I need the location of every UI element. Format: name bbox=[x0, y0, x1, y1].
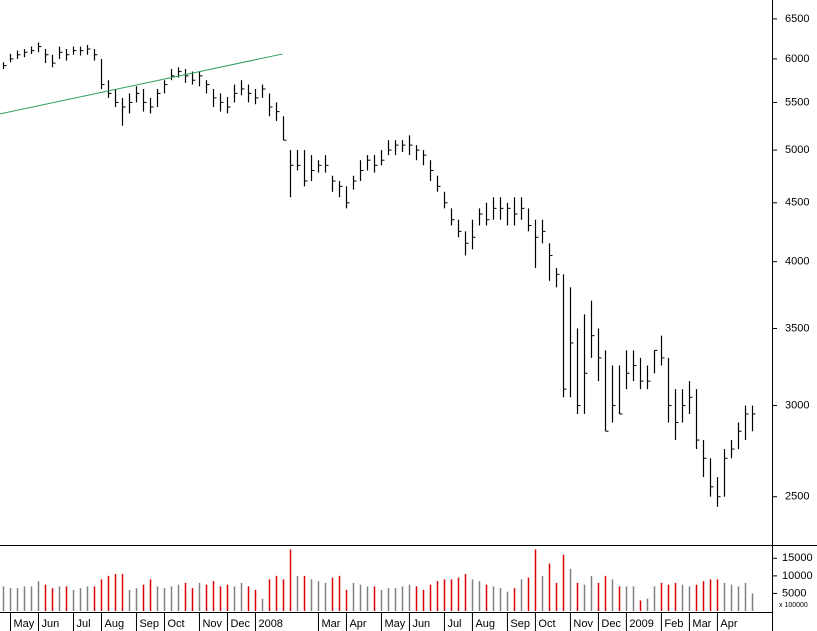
x-tick-label: Dec bbox=[230, 618, 250, 630]
y-tick-label: 3500 bbox=[785, 322, 809, 334]
y-tick-label: 5000 bbox=[785, 144, 809, 156]
y-tick-label: 6000 bbox=[785, 53, 809, 65]
x-tick-label: Nov bbox=[573, 618, 593, 630]
trend-line bbox=[0, 53, 283, 115]
x-tick-label: May bbox=[384, 618, 405, 630]
x-tick-label: Sep bbox=[510, 618, 530, 630]
x-tick-label: Jun bbox=[412, 618, 430, 630]
x-tick-label: Oct bbox=[538, 618, 555, 630]
x-tick-label: Oct bbox=[167, 618, 184, 630]
x-tick-label: Aug bbox=[475, 618, 495, 630]
x-tick-label: Apr bbox=[349, 618, 366, 630]
x-tick-label: 2009 bbox=[629, 618, 653, 630]
x-tick-label: Jul bbox=[447, 618, 461, 630]
x-tick-label: Nov bbox=[202, 618, 222, 630]
y-tick-label: 5500 bbox=[785, 96, 809, 108]
y-tick-label: 4500 bbox=[785, 197, 809, 209]
volume-unit: x 100000 bbox=[779, 602, 808, 609]
x-tick-label: Jun bbox=[41, 618, 59, 630]
x-tick-label: Dec bbox=[601, 618, 621, 630]
x-tick-label: Feb bbox=[664, 618, 683, 630]
volume-tick-label: 5000 bbox=[782, 587, 806, 599]
x-tick-label: Apr bbox=[720, 618, 737, 630]
y-tick-label: 2500 bbox=[785, 491, 809, 503]
x-tick-label: May bbox=[13, 618, 34, 630]
volume-tick-label: 15000 bbox=[782, 552, 813, 564]
x-tick-label: 2008 bbox=[258, 618, 282, 630]
x-tick-label: Jul bbox=[76, 618, 90, 630]
x-tick-label: Mar bbox=[321, 618, 340, 630]
y-tick-label: 3000 bbox=[785, 399, 809, 411]
volume-tick-label: 10000 bbox=[782, 570, 813, 582]
x-tick-label: Mar bbox=[692, 618, 711, 630]
y-tick-label: 4000 bbox=[785, 256, 809, 268]
y-tick-label: 6500 bbox=[785, 13, 809, 25]
x-tick-label: Aug bbox=[104, 618, 124, 630]
x-tick-label: Sep bbox=[139, 618, 159, 630]
